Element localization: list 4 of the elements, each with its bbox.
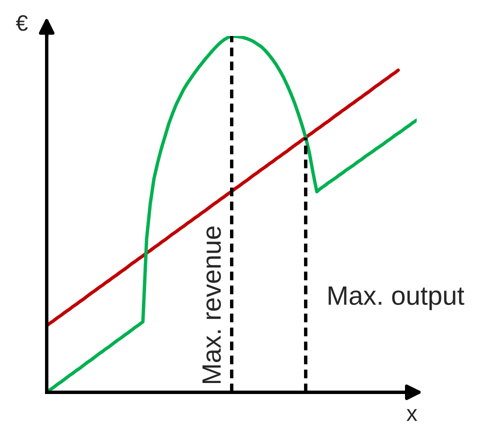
y-axis-title: € — [16, 15, 28, 31]
annotation: Max. output — [328, 286, 464, 310]
annotation: Max. revenue — [202, 226, 221, 384]
x-axis-title: x — [406, 409, 418, 421]
